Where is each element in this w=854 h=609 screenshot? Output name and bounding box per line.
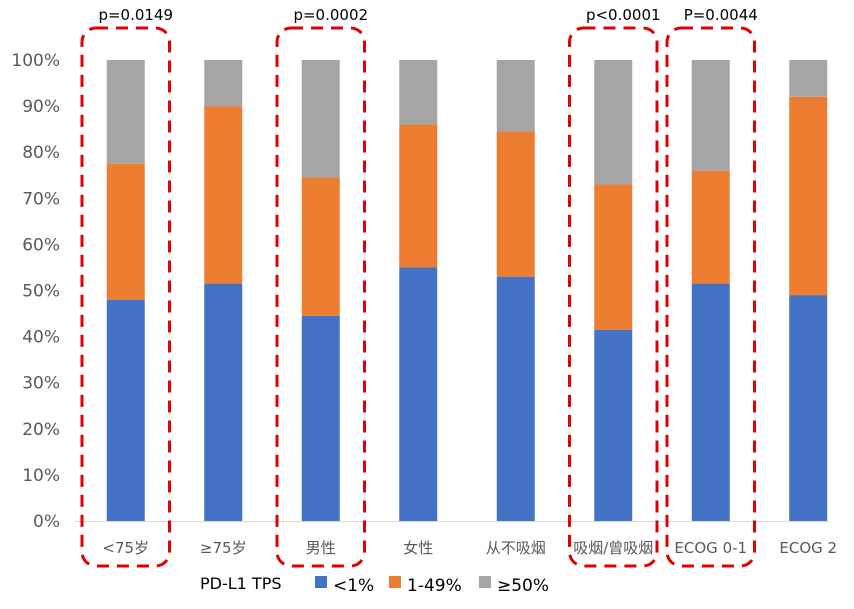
bar-segment-2 xyxy=(496,131,535,277)
bar-segment-2 xyxy=(399,124,438,268)
y-tick-label: 10% xyxy=(22,466,60,486)
category-label: 女性 xyxy=(403,539,433,557)
bars xyxy=(106,60,828,521)
category-label: <75岁 xyxy=(102,539,149,557)
y-tick-label: 40% xyxy=(22,328,60,348)
bar-segment-3 xyxy=(204,60,243,107)
bar-segment-2 xyxy=(106,163,145,300)
y-tick-label: 60% xyxy=(22,235,60,255)
bar-segment-1 xyxy=(789,295,828,521)
highlight-box xyxy=(568,26,659,568)
bar-segment-1 xyxy=(204,283,243,521)
category-label: 从不吸烟 xyxy=(486,539,546,557)
y-tick-label: 0% xyxy=(33,512,60,532)
category-label: 男性 xyxy=(306,539,336,557)
y-tick-label: 80% xyxy=(22,143,60,163)
bar-segment-2 xyxy=(204,106,243,284)
y-tick-label: 100% xyxy=(11,51,60,71)
y-axis: 0% 10% 20% 30% 40% 50% 60% 70% 80% 90% 100% xyxy=(11,51,60,532)
legend-label: 1-49% xyxy=(407,576,462,596)
legend-label: <1% xyxy=(333,576,374,596)
bar-segment-2 xyxy=(691,170,730,284)
bar-segment-1 xyxy=(594,329,633,521)
p-value-label: p=0.0149 xyxy=(98,6,173,24)
highlight-boxes xyxy=(80,26,756,568)
bar-segment-2 xyxy=(789,96,828,296)
y-tick-label: 70% xyxy=(22,189,60,209)
p-value-label: p=0.0002 xyxy=(293,6,368,24)
bar-segment-1 xyxy=(496,276,535,521)
legend: PD-L1 TPS <1% 1-49% ≥50% xyxy=(200,574,549,596)
category-label: ECOG 0-1 xyxy=(674,539,747,557)
legend-swatch xyxy=(315,576,327,588)
category-label: ECOG 2 xyxy=(779,539,837,557)
bar-segment-3 xyxy=(691,60,730,171)
bar-segment-2 xyxy=(301,177,340,316)
y-tick-label: 50% xyxy=(22,282,60,302)
legend-swatch xyxy=(389,576,401,588)
category-label: 吸烟/曾吸烟 xyxy=(573,539,653,557)
p-value-labels: p=0.0149 p=0.0002 p<0.0001 P=0.0044 xyxy=(98,6,757,24)
p-value-label: p<0.0001 xyxy=(586,6,661,24)
category-label: ≥75岁 xyxy=(200,539,247,557)
bar-segment-2 xyxy=(594,184,633,330)
bar-segment-3 xyxy=(106,60,145,164)
bar-segment-1 xyxy=(691,283,730,521)
legend-title: PD-L1 TPS xyxy=(200,574,282,593)
highlight-box xyxy=(275,26,366,568)
bar-segment-3 xyxy=(789,60,828,97)
bar-segment-1 xyxy=(399,267,438,521)
y-tick-label: 90% xyxy=(22,97,60,117)
legend-label: ≥50% xyxy=(497,576,549,596)
y-tick-label: 20% xyxy=(22,420,60,440)
bar-segment-3 xyxy=(496,60,535,132)
bar-segment-3 xyxy=(399,60,438,125)
bar-segment-1 xyxy=(106,299,145,521)
bar-segment-3 xyxy=(301,60,340,178)
highlight-box xyxy=(80,26,171,568)
legend-swatch xyxy=(479,576,491,588)
bar-segment-1 xyxy=(301,315,340,521)
p-value-label: P=0.0044 xyxy=(684,6,758,24)
bar-segment-3 xyxy=(594,60,633,185)
category-labels: <75岁 ≥75岁 男性 女性 从不吸烟 吸烟/曾吸烟 ECOG 0-1 ECOG 2 xyxy=(102,539,837,557)
y-tick-label: 30% xyxy=(22,374,60,394)
highlight-box xyxy=(665,26,756,568)
